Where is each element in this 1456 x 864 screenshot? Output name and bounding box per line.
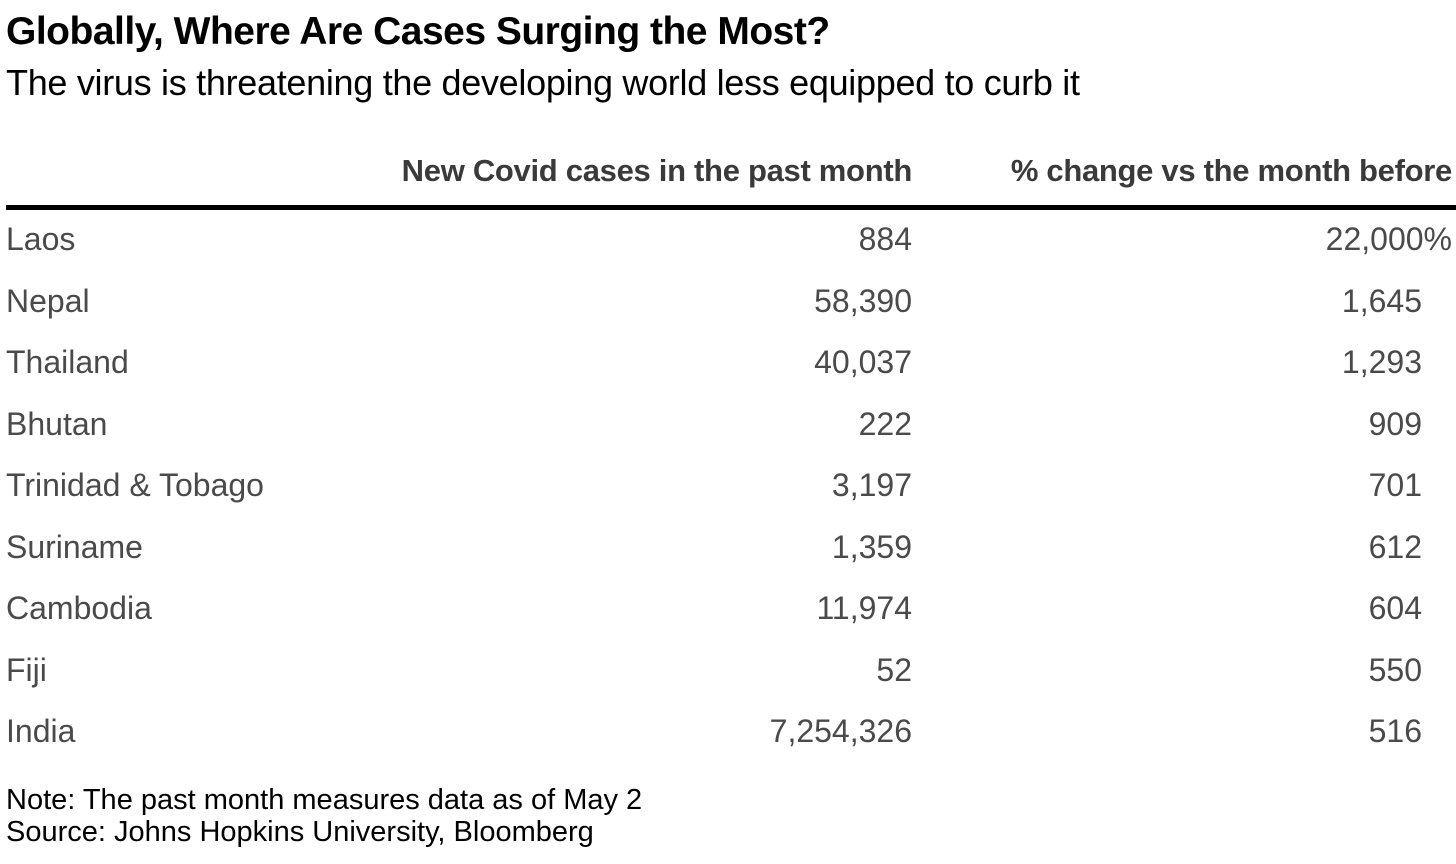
percent-change-cell: 909 bbox=[1368, 405, 1422, 442]
percent-change-cell: 1,645 bbox=[1341, 282, 1422, 319]
table-row: Bhutan 222 909 bbox=[0, 395, 1456, 457]
table-row: Suriname 1,359 612 bbox=[0, 518, 1456, 580]
percent-change-cell: 612 bbox=[1368, 528, 1422, 565]
new-cases-cell: 884 bbox=[858, 221, 912, 257]
new-cases-cell: 40,037 bbox=[814, 344, 912, 380]
column-header-percent-change: % change vs the month before bbox=[1010, 153, 1452, 188]
country-cell: India bbox=[6, 713, 76, 749]
table-row: Nepal 58,390 1,645 bbox=[0, 272, 1456, 334]
new-cases-cell: 7,254,326 bbox=[769, 713, 912, 749]
source-note: Source: Johns Hopkins University, Bloomb… bbox=[6, 816, 594, 848]
chart-title: Globally, Where Are Cases Surging the Mo… bbox=[6, 10, 830, 53]
country-cell: Bhutan bbox=[6, 405, 108, 442]
table-row: Cambodia 11,974 604 bbox=[0, 579, 1456, 641]
footnote: Note: The past month measures data as of… bbox=[6, 784, 643, 816]
table-row: India 7,254,326 516 bbox=[0, 702, 1456, 764]
table-row: Fiji 52 550 bbox=[0, 641, 1456, 703]
new-cases-cell: 11,974 bbox=[816, 590, 913, 626]
chart-subtitle: The virus is threatening the developing … bbox=[6, 62, 1080, 103]
new-cases-cell: 52 bbox=[876, 651, 912, 688]
new-cases-cell: 3,197 bbox=[831, 467, 912, 503]
country-cell: Suriname bbox=[6, 528, 143, 565]
percent-change-cell: 516 bbox=[1368, 713, 1422, 749]
table-row: Trinidad & Tobago 3,197 701 bbox=[0, 456, 1456, 518]
header-rule bbox=[6, 205, 1456, 210]
new-cases-cell: 1,359 bbox=[831, 528, 912, 565]
percent-change-cell: 550 bbox=[1368, 651, 1422, 688]
country-cell: Laos bbox=[6, 221, 76, 257]
table-body: Laos 884 22,000% Nepal 58,390 1,645 Thailand 40… bbox=[0, 210, 1456, 764]
country-cell: Thailand bbox=[6, 344, 129, 380]
percent-change-cell: 701 bbox=[1368, 467, 1422, 503]
table-row: Thailand 40,037 1,293 bbox=[0, 333, 1456, 395]
table-row: Laos 884 22,000% bbox=[0, 210, 1456, 272]
country-cell: Fiji bbox=[6, 651, 47, 688]
country-cell: Nepal bbox=[6, 282, 90, 319]
percent-change-cell: 1,293 bbox=[1341, 344, 1422, 380]
new-cases-cell: 222 bbox=[858, 405, 912, 442]
column-header-new-cases: New Covid cases in the past month bbox=[401, 153, 913, 188]
percent-change-cell: 604 bbox=[1368, 590, 1422, 626]
new-cases-cell: 58,390 bbox=[814, 282, 912, 319]
country-cell: Cambodia bbox=[6, 590, 152, 626]
country-cell: Trinidad & Tobago bbox=[6, 467, 264, 503]
percent-change-cell: 22,000% bbox=[1325, 221, 1452, 257]
